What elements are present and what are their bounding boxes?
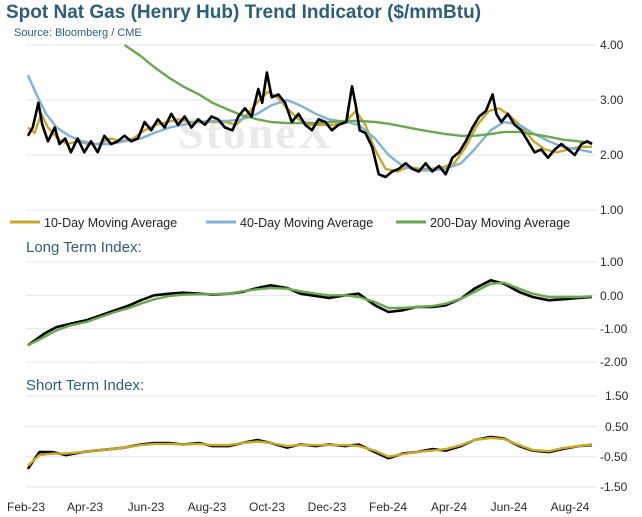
legend-label-ma40: 40-Day Moving Average — [240, 216, 373, 230]
y-tick-short-0: 1.50 — [605, 389, 629, 403]
series-line-p0-1 — [27, 90, 592, 173]
y-tick-short-2: -0.50 — [600, 450, 628, 464]
chart-source: Source: Bloomberg / CME — [14, 27, 142, 39]
long-term-label: Long Term Index: — [26, 239, 142, 256]
x-tick-label: Aug-23 — [188, 500, 227, 514]
x-tick-label: Feb-23 — [7, 500, 45, 514]
legend-label-ma10: 10-Day Moving Average — [44, 216, 177, 230]
series-line-p1-1 — [27, 281, 593, 347]
y-tick-long-1: 0.00 — [600, 289, 624, 303]
x-tick-label: Dec-23 — [308, 500, 347, 514]
x-tick-label: Feb-24 — [369, 500, 407, 514]
x-tick-label: Jun-24 — [491, 500, 528, 514]
x-tick-label: Jun-23 — [128, 500, 165, 514]
series-lines — [26, 44, 593, 470]
x-axis-labels: Feb-23 Apr-23 Jun-23 Aug-23 Oct-23 Dec-2… — [7, 500, 590, 514]
series-line-p0-2 — [26, 74, 593, 172]
y-tick-main-0: 4.00 — [600, 38, 624, 52]
legend-label-ma200: 200-Day Moving Average — [430, 216, 570, 230]
x-tick-label: Apr-23 — [67, 500, 103, 514]
y-tick-short-3: -1.50 — [600, 480, 628, 494]
y-tick-main-3: 1.00 — [600, 203, 624, 217]
y-tick-long-3: -2.00 — [600, 355, 628, 369]
x-tick-label: Aug-24 — [551, 500, 590, 514]
legend: 10-Day Moving Average 40-Day Moving Aver… — [10, 216, 570, 230]
x-tick-label: Apr-24 — [431, 500, 467, 514]
series-line-p2-1 — [27, 436, 593, 467]
y-tick-main-2: 2.00 — [600, 148, 624, 162]
y-tick-short-1: 0.50 — [605, 420, 629, 434]
gridlines — [26, 44, 596, 488]
y-tick-long-0: 1.00 — [600, 255, 624, 269]
series-line-p0-0 — [26, 71, 593, 179]
short-term-label: Short Term Index: — [26, 377, 144, 394]
x-tick-label: Oct-23 — [249, 500, 285, 514]
y-tick-long-2: -1.00 — [600, 322, 628, 336]
y-tick-main-1: 3.00 — [600, 93, 624, 107]
chart-title: Spot Nat Gas (Henry Hub) Trend Indicator… — [6, 2, 482, 23]
